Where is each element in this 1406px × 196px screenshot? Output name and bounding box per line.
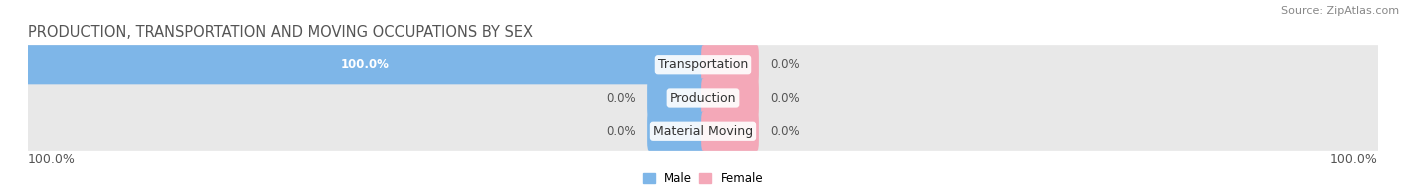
Legend: Male, Female: Male, Female xyxy=(643,172,763,185)
FancyBboxPatch shape xyxy=(27,78,1379,118)
FancyBboxPatch shape xyxy=(647,78,704,118)
Text: 0.0%: 0.0% xyxy=(606,92,636,104)
Text: 100.0%: 100.0% xyxy=(1330,153,1378,166)
FancyBboxPatch shape xyxy=(27,112,1379,151)
Text: PRODUCTION, TRANSPORTATION AND MOVING OCCUPATIONS BY SEX: PRODUCTION, TRANSPORTATION AND MOVING OC… xyxy=(28,25,533,40)
FancyBboxPatch shape xyxy=(702,112,759,151)
Text: Material Moving: Material Moving xyxy=(652,125,754,138)
Text: Transportation: Transportation xyxy=(658,58,748,71)
Text: 0.0%: 0.0% xyxy=(770,58,800,71)
FancyBboxPatch shape xyxy=(647,112,704,151)
FancyBboxPatch shape xyxy=(27,45,1379,84)
Text: Production: Production xyxy=(669,92,737,104)
Text: 0.0%: 0.0% xyxy=(770,125,800,138)
Text: Source: ZipAtlas.com: Source: ZipAtlas.com xyxy=(1281,6,1399,16)
Text: 0.0%: 0.0% xyxy=(770,92,800,104)
FancyBboxPatch shape xyxy=(702,78,759,118)
Text: 100.0%: 100.0% xyxy=(28,153,76,166)
FancyBboxPatch shape xyxy=(702,45,759,84)
FancyBboxPatch shape xyxy=(27,45,704,84)
Text: 100.0%: 100.0% xyxy=(342,58,389,71)
Text: 0.0%: 0.0% xyxy=(606,125,636,138)
